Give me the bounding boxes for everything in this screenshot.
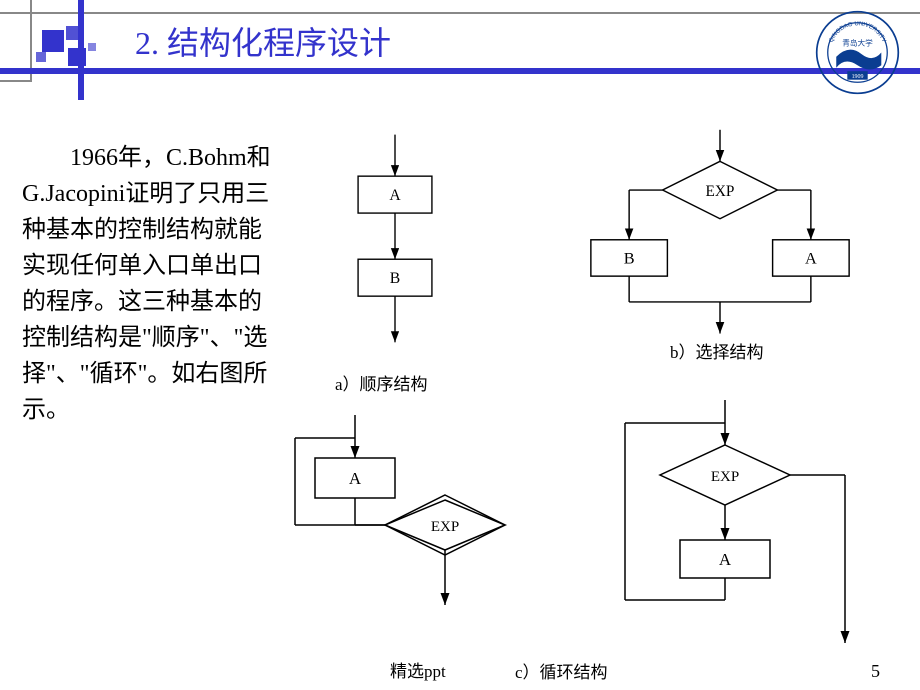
svg-text:EXP: EXP (706, 183, 735, 200)
slide-title: 2. 结构化程序设计 (135, 18, 391, 64)
header-line-gray (0, 12, 920, 14)
selection-caption: b）选择结构 (670, 338, 764, 363)
svg-text:A: A (805, 250, 817, 268)
selection-diagram: EXP B A (550, 125, 890, 345)
body-paragraph: 1966年，C.Bohm和G.Jacopini证明了只用三种基本的控制结构就能实… (22, 140, 282, 428)
svg-text:A: A (389, 187, 401, 204)
loop-diagram-left: A EXP (280, 410, 560, 630)
svg-text:1909: 1909 (852, 74, 864, 80)
university-logo: QINGDAO UNIVERSITY 1909 青岛大学 (815, 10, 900, 95)
svg-text:A: A (719, 550, 732, 569)
svg-text:B: B (624, 250, 635, 268)
loop-caption: c）循环结构 (515, 658, 608, 683)
svg-text:A: A (349, 469, 362, 488)
svg-text:青岛大学: 青岛大学 (842, 38, 873, 48)
header-line-blue (0, 68, 920, 74)
svg-text:EXP: EXP (711, 469, 739, 485)
sequence-diagram: A B (320, 130, 470, 370)
sequence-caption: a）顺序结构 (335, 370, 428, 395)
svg-text:B: B (390, 270, 400, 287)
diagrams-area: A B a）顺序结构 EXP B A b）选择结构 A EXP (290, 120, 910, 670)
page-number: 5 (871, 661, 880, 682)
header-line-gray-bottom (0, 80, 32, 82)
footer-text: 精选ppt (390, 657, 446, 682)
svg-text:EXP: EXP (431, 519, 459, 535)
loop-diagram-right: EXP A (585, 395, 885, 655)
